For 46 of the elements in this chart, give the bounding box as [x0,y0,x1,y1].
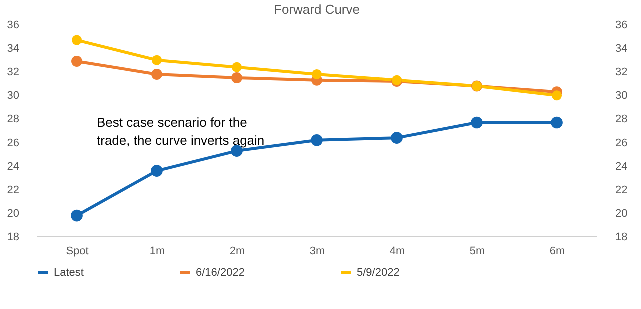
point [552,90,562,101]
y-tick-label: 24 [7,160,20,173]
y-tick-label: 28 [7,114,20,126]
point [72,35,82,46]
y2-tick-label: 32 [616,66,628,79]
point [72,56,82,67]
legend-label: 6/16/2022 [196,266,245,279]
y2-tick-label: 36 [616,20,628,32]
legend-label: 5/9/2022 [357,266,400,279]
annotation: Best case scenario for the trade, the curve inverts again [97,115,265,148]
point [152,69,162,80]
point [232,72,242,84]
y-tick-label: 20 [7,208,20,220]
y-tick-label: 36 [7,20,20,32]
y-tick-label: 22 [7,184,20,196]
point [312,69,322,80]
x-tick-label: 3m [310,246,326,258]
x-tick-label: Spot [66,246,89,258]
point [391,132,403,144]
y-tick-label: 32 [7,66,20,79]
y2-tick-label: 24 [616,160,628,173]
point [471,116,483,129]
legend-label: Latest [54,266,84,279]
x-tick-label: 6m [550,246,566,258]
x-tick-label: 5m [470,246,486,258]
y2-tick-label: 20 [616,208,628,220]
y2-tick-label: 26 [616,137,628,150]
y-tick-label: 34 [7,43,20,56]
point [71,210,83,222]
y-tick-label: 30 [7,90,20,102]
y-tick-label: 26 [7,137,20,150]
y2-tick-label: 34 [616,43,628,56]
point [151,165,163,177]
x-tick-label: 1m [150,246,166,258]
chart-title: Forward Curve [274,2,360,17]
point [232,62,242,72]
y-tick-label: 18 [7,232,20,244]
point [311,134,323,146]
y2-tick-label: 22 [616,184,628,196]
point [551,116,563,129]
y2-tick-label: 18 [616,232,628,244]
point [152,55,162,66]
y2-tick-label: 28 [616,114,628,126]
x-tick-label: 4m [390,246,406,258]
y2-tick-label: 30 [616,90,628,102]
x-tick-label: 2m [230,246,246,258]
